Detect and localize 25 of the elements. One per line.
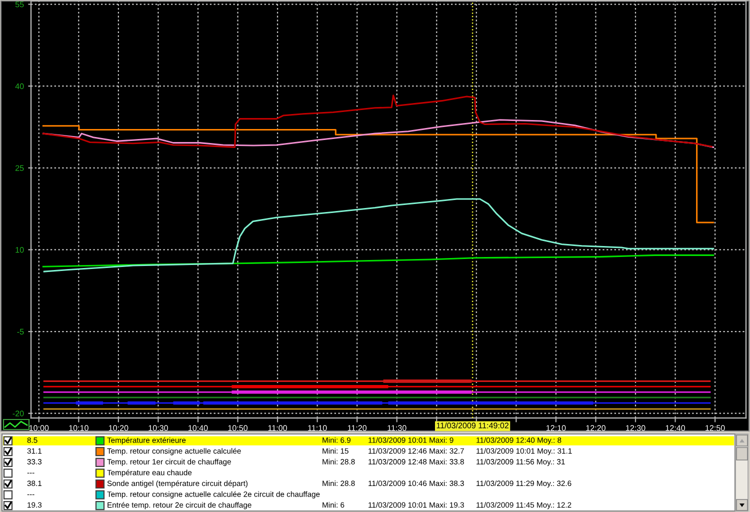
x-tick-label: 11:30 xyxy=(388,425,406,431)
x-tick-label: 11:20 xyxy=(348,425,367,431)
y-tick-label: -20 xyxy=(12,410,24,416)
x-tick-label: 10:30 xyxy=(148,425,168,431)
y-tick-label: 25 xyxy=(16,165,24,171)
x-tick-label: 12:30 xyxy=(626,425,646,431)
ref-line-label: 11/03/2009 11:49:02 xyxy=(436,422,509,428)
y-tick-label: 40 xyxy=(15,83,24,90)
line-series xyxy=(42,94,712,148)
x-tick-label: 12:20 xyxy=(586,425,606,431)
x-tick-label: 12:10 xyxy=(546,425,566,431)
x-tick-label: 10:10 xyxy=(69,425,88,431)
y-tick-label: 10 xyxy=(16,247,24,253)
x-tick-label: 12:50 xyxy=(706,425,725,431)
x-tick-label: 10:40 xyxy=(188,425,208,431)
x-tick-label: 10:20 xyxy=(108,425,128,431)
y-tick-label: 55 xyxy=(15,2,24,8)
x-tick-label: 12:40 xyxy=(666,425,686,431)
line-series xyxy=(43,198,714,272)
x-tick-label: 11:00 xyxy=(268,425,287,431)
x-tick-label: 10:50 xyxy=(228,425,248,431)
line-series xyxy=(42,254,714,268)
x-tick-label: 10:00 xyxy=(29,425,49,431)
x-tick-label: 11:10 xyxy=(308,425,327,431)
y-tick-label: -5 xyxy=(17,328,24,335)
